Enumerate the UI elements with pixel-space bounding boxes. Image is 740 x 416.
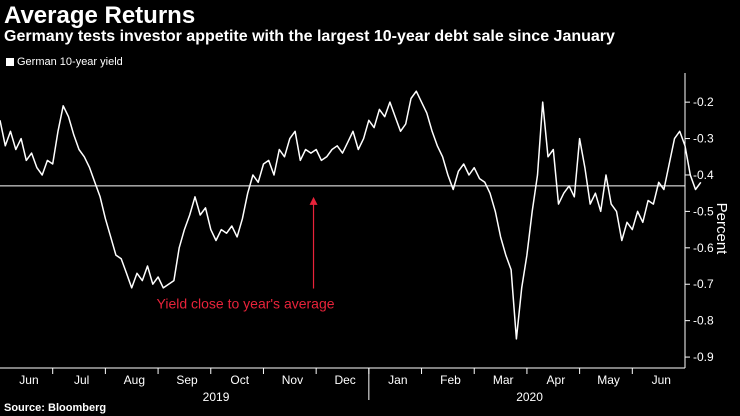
x-tick-label: Jan <box>388 373 407 387</box>
x-tick-label: Nov <box>282 373 303 387</box>
y-tick-label: -0.3 <box>693 132 714 146</box>
year-label: 2020 <box>516 390 543 404</box>
x-tick-label: Sep <box>176 373 198 387</box>
chart-title: Average Returns <box>4 2 196 29</box>
y-tick-label: -0.9 <box>693 350 714 364</box>
x-tick-label: Jun <box>19 373 38 387</box>
y-tick-label: -0.8 <box>693 314 714 328</box>
y-axis-label: Percent <box>713 203 730 256</box>
y-tick-label: -0.4 <box>693 168 714 182</box>
annotation-arrowhead <box>309 196 318 205</box>
source-note: Source: Bloomberg <box>4 402 107 414</box>
annotation-group: Yield close to year's average <box>157 196 335 312</box>
y-tick-label: -0.5 <box>693 204 714 218</box>
y-tick-label: -0.6 <box>693 241 714 255</box>
legend-label: German 10-year yield <box>17 56 123 68</box>
x-tick-label: Apr <box>547 373 566 387</box>
x-tick-label: Dec <box>334 373 355 387</box>
x-tick-label: Aug <box>124 373 145 387</box>
x-tick-label: Oct <box>230 373 249 387</box>
y-tick-label: -0.2 <box>693 95 714 109</box>
x-tick-label: Jun <box>652 373 671 387</box>
chart-axes: -0.2 -0.3 -0.4 -0.5 -0.6 -0.7 -0.8 -0.9 Percent J… <box>0 73 730 404</box>
x-tick-label: May <box>597 373 620 387</box>
series-line-german-10y <box>0 90 702 340</box>
chart-subtitle: Germany tests investor appetite with the… <box>4 28 615 45</box>
x-tick-label: Mar <box>493 373 514 387</box>
legend: German 10-year yield <box>6 56 123 68</box>
series-group <box>0 90 702 340</box>
y-tick-label: -0.7 <box>693 277 714 291</box>
legend-swatch <box>6 58 14 66</box>
x-tick-label: Jul <box>74 373 89 387</box>
annotation-text: Yield close to year's average <box>157 296 335 312</box>
x-tick-label: Feb <box>440 373 461 387</box>
year-label: 2019 <box>203 390 230 404</box>
